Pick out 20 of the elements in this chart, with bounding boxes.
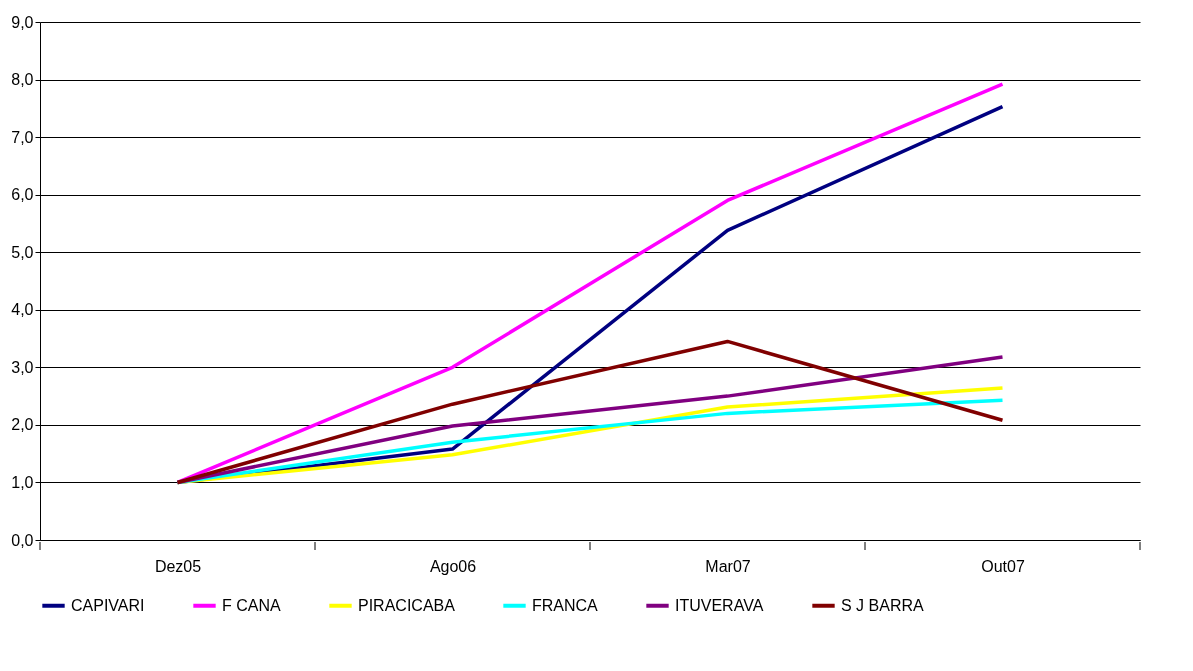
y-tick-label: 4,0 bbox=[11, 301, 34, 319]
legend-label: F CANA bbox=[222, 596, 281, 614]
y-tick-label: 2,0 bbox=[11, 416, 34, 434]
y-tick-label: 7,0 bbox=[11, 128, 34, 146]
y-tick-label: 6,0 bbox=[11, 186, 34, 204]
y-tick-label: 1,0 bbox=[11, 473, 34, 491]
x-tick-label: Dez05 bbox=[154, 557, 202, 575]
y-tick-label: 5,0 bbox=[11, 243, 34, 261]
x-tick-label: Out07 bbox=[981, 557, 1025, 575]
legend-label: FRANCA bbox=[532, 596, 599, 614]
x-tick-label: Mar07 bbox=[705, 557, 751, 575]
y-tick-label: 8,0 bbox=[11, 71, 34, 89]
y-tick-label: 9,0 bbox=[11, 13, 34, 31]
y-tick-label: 0,0 bbox=[11, 531, 34, 549]
legend-label: S J BARRA bbox=[841, 596, 925, 614]
y-tick-label: 3,0 bbox=[11, 358, 34, 376]
legend-label: CAPIVARI bbox=[71, 596, 145, 614]
legend-label: ITUVERAVA bbox=[675, 596, 764, 614]
legend-label: PIRACICABA bbox=[358, 596, 456, 614]
x-tick-label: Ago06 bbox=[429, 557, 477, 575]
